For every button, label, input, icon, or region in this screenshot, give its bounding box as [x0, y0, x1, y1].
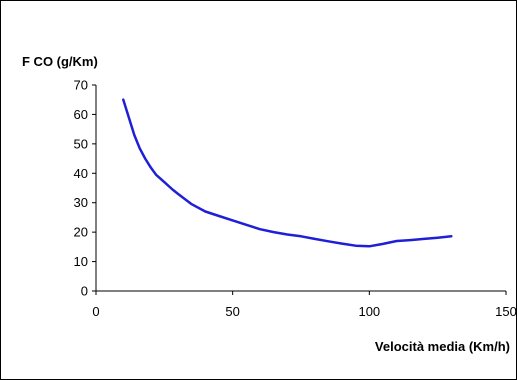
series-line	[122, 98, 453, 248]
y-tick-label: 20	[74, 225, 88, 240]
series-group	[122, 98, 453, 248]
axes: 0 10 20 30 40 50 60 70 0 50 100 150	[74, 78, 517, 320]
y-tick-label: 60	[74, 107, 88, 122]
y-tick-label: 70	[74, 78, 88, 93]
x-tick-label: 50	[225, 304, 239, 319]
y-tick-label: 10	[74, 254, 88, 269]
y-tick-label: 40	[74, 166, 88, 181]
x-axis-title: Velocità media (Km/h)	[375, 339, 510, 354]
x-tick-label: 150	[495, 304, 517, 319]
y-tick-label: 30	[74, 195, 88, 210]
y-axis-title: F CO (g/Km)	[22, 54, 98, 69]
y-tick-label: 50	[74, 136, 88, 151]
x-tick-label: 0	[92, 304, 99, 319]
x-tick-label: 100	[358, 304, 380, 319]
y-tick-label: 0	[81, 284, 88, 299]
